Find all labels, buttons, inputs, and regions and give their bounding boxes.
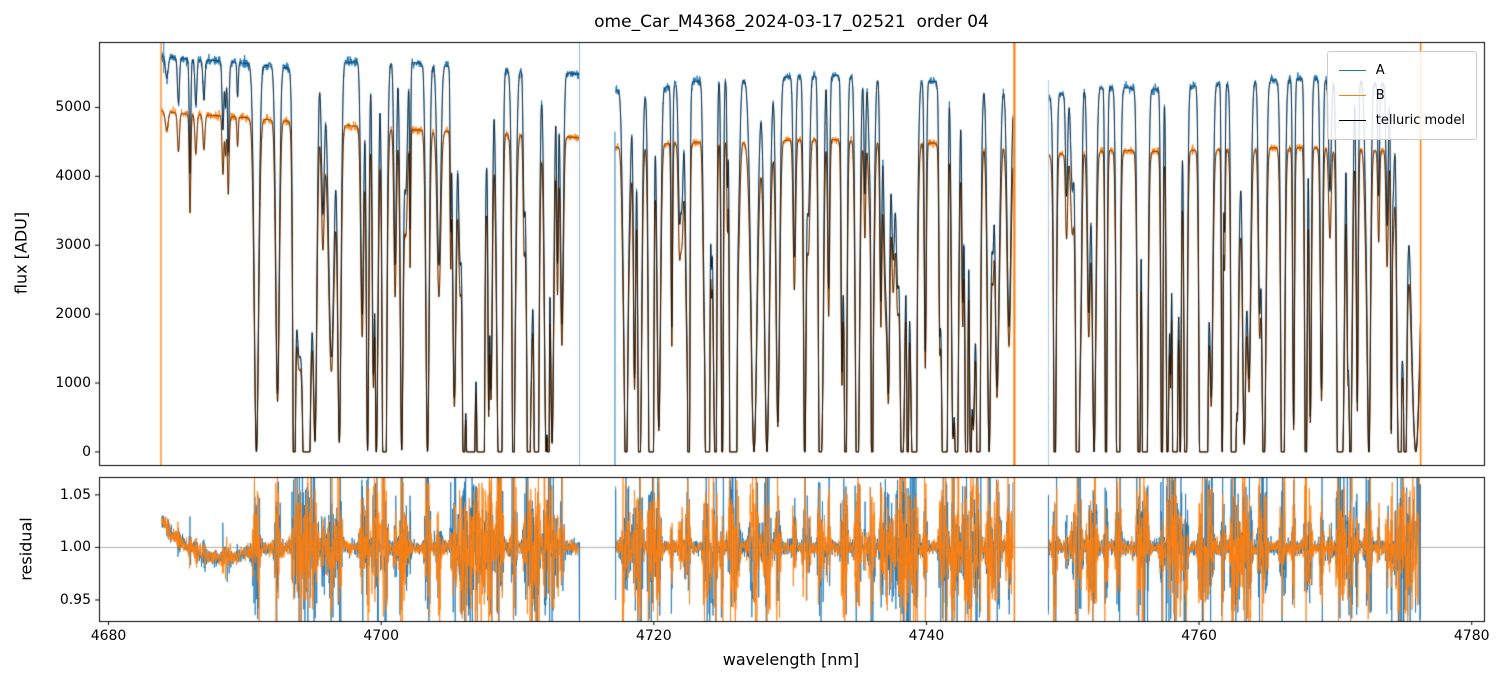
x-tick-label: 4780 xyxy=(1453,628,1490,644)
legend: A B telluric model xyxy=(1326,51,1477,140)
legend-label-b: B xyxy=(1375,88,1385,103)
legend-label-a: A xyxy=(1375,63,1385,78)
legend-entry-b: B xyxy=(1338,83,1465,108)
y-tick-label: 2000 xyxy=(55,306,91,323)
y-tick-label: 1.00 xyxy=(59,539,91,556)
x-tick-label: 4740 xyxy=(908,628,945,644)
legend-entry-a: A xyxy=(1338,58,1465,83)
figure-title: ome_Car_M4368_2024-03-17_02521 order 04 xyxy=(594,12,989,32)
y-tick-label: 1.05 xyxy=(59,486,91,503)
x-tick-label: 4760 xyxy=(1181,628,1217,644)
y-tick-label: 0 xyxy=(82,443,91,460)
legend-label-telluric: telluric model xyxy=(1375,113,1465,128)
residual-y-axis-label: residual xyxy=(16,517,36,581)
x-tick-label: 4680 xyxy=(90,628,127,644)
legend-line-b-icon xyxy=(1338,95,1366,96)
x-axis-label: wavelength [nm] xyxy=(722,650,860,669)
y-tick-label: 0.95 xyxy=(59,591,91,608)
y-tick-label: 1000 xyxy=(55,375,91,392)
x-tick-label: 4720 xyxy=(635,628,672,644)
flux-y-axis-label: flux [ADU] xyxy=(11,211,31,295)
x-tick-label: 4700 xyxy=(363,628,399,644)
legend-entry-telluric: telluric model xyxy=(1338,108,1465,133)
y-tick-label: 4000 xyxy=(55,168,91,185)
legend-line-a-icon xyxy=(1338,70,1366,71)
y-tick-label: 5000 xyxy=(55,99,91,116)
y-tick-label: 3000 xyxy=(55,237,91,254)
legend-line-telluric-icon xyxy=(1338,120,1366,121)
